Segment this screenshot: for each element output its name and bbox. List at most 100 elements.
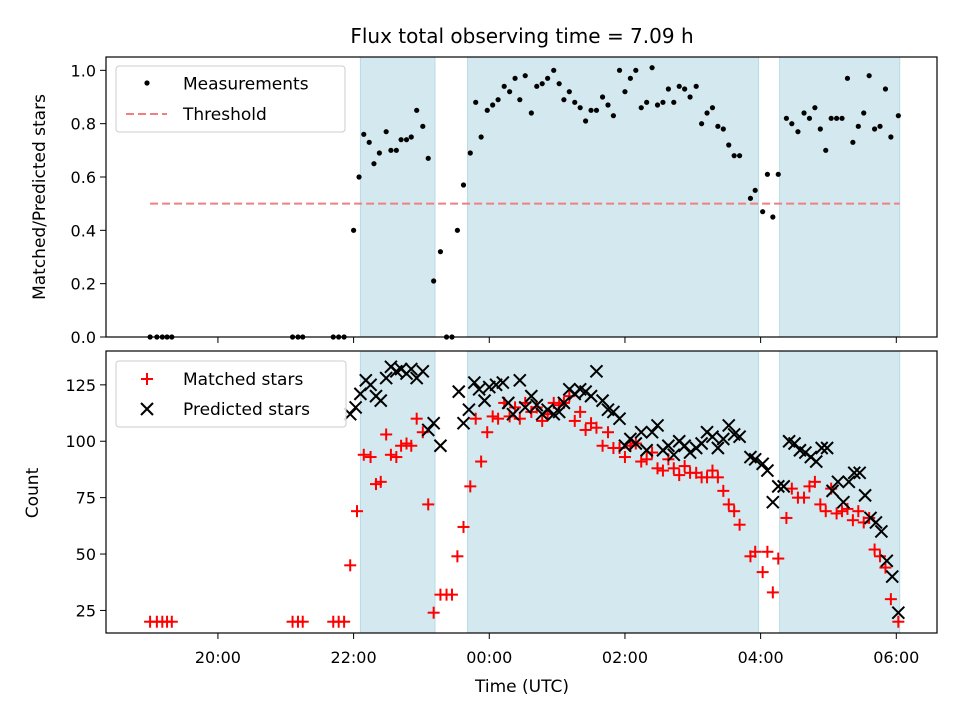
predicted-star-point xyxy=(612,411,627,426)
measurement-point xyxy=(484,107,490,113)
x-tick-label: 06:00 xyxy=(873,648,919,667)
measurement-point xyxy=(454,227,460,233)
predicted-star-point xyxy=(452,384,466,399)
shaded-interval xyxy=(359,350,436,634)
count-legend: Matched stars Predicted stars xyxy=(115,360,347,428)
legend-matched-label: Matched stars xyxy=(183,370,303,390)
predicted-star-point xyxy=(869,515,883,530)
matched-star-point xyxy=(618,451,631,464)
measurement-point xyxy=(783,115,790,121)
matched-star-point xyxy=(836,505,849,518)
measurement-point xyxy=(888,134,894,140)
measurement-point xyxy=(371,161,377,167)
shaded-interval xyxy=(779,56,901,338)
predicted-star-point xyxy=(416,364,430,379)
shaded-interval xyxy=(359,56,436,338)
measurement-point xyxy=(828,115,834,121)
matched-star-point xyxy=(579,423,592,436)
ratio-panel-x-ticks xyxy=(217,337,897,343)
x-tick-label: 20:00 xyxy=(195,648,241,667)
measurement-point xyxy=(731,153,737,159)
matched-star-point xyxy=(395,439,408,452)
measurement-point xyxy=(895,113,901,119)
count-panel-y-axis: 25 50 75 100 125 xyxy=(65,376,106,620)
measurement-point xyxy=(839,115,845,121)
matched-star-point xyxy=(711,471,724,484)
legend-threshold-label: Threshold xyxy=(182,105,267,125)
measurement-point xyxy=(699,121,705,127)
measurement-point xyxy=(687,94,693,100)
measurement-point xyxy=(654,102,661,108)
measurement-point xyxy=(507,89,513,95)
matched-star-point xyxy=(574,405,587,418)
y-tick-label: 0.2 xyxy=(71,275,96,294)
measurement-point xyxy=(715,123,721,129)
matched-star-point xyxy=(766,586,779,599)
predicted-star-point xyxy=(518,400,532,415)
measurement-point xyxy=(478,134,484,140)
matched-star-point xyxy=(410,412,423,425)
predicted-star-point xyxy=(589,364,604,379)
matched-star-point xyxy=(475,455,488,468)
predicted-star-point xyxy=(847,466,861,480)
count-panel: 25 50 75 100 125 20:00 22:00 00:00 02:00 04:00 06… xyxy=(23,350,938,697)
matched-star-point xyxy=(756,566,769,579)
measurement-point xyxy=(817,126,823,132)
predicted-star-point xyxy=(755,457,770,471)
matched-star-point xyxy=(380,428,393,441)
matched-star-point xyxy=(830,507,843,520)
measurement-point xyxy=(556,81,562,87)
measurement-point xyxy=(834,115,840,121)
measurement-point xyxy=(393,147,399,153)
matched-stars-series xyxy=(144,390,905,628)
matched-star-point xyxy=(427,606,440,619)
measurement-point xyxy=(361,131,367,137)
matched-star-point xyxy=(706,464,719,477)
predicted-star-point xyxy=(858,488,872,503)
matched-star-point xyxy=(868,543,881,556)
measurement-point xyxy=(789,121,795,127)
predicted-star-point xyxy=(634,425,648,439)
matched-star-point xyxy=(772,552,785,565)
predicted-star-point xyxy=(496,375,510,390)
matched-star-point xyxy=(513,412,526,425)
x-tick-label: 22:00 xyxy=(331,648,377,667)
shaded-interval xyxy=(467,350,760,634)
matched-star-point xyxy=(656,464,669,477)
shaded-interval xyxy=(467,56,760,338)
measurement-point xyxy=(376,150,382,156)
matched-star-point xyxy=(728,505,741,518)
matched-star-point xyxy=(601,426,614,439)
predicted-star-point xyxy=(776,479,791,494)
measurements-legend-marker xyxy=(144,80,150,86)
measurement-point xyxy=(760,209,766,215)
matched-star-point xyxy=(384,448,397,461)
measurement-point xyxy=(517,97,523,103)
measurement-point xyxy=(855,123,861,129)
ratio-panel-ylabel: Matched/Predicted stars xyxy=(30,94,50,300)
predicted-star-point xyxy=(880,554,894,568)
measurement-point xyxy=(665,86,671,92)
shaded-interval xyxy=(779,350,901,634)
predicted-star-point xyxy=(814,441,829,455)
matched-star-point xyxy=(651,462,664,475)
measurement-point xyxy=(420,123,426,129)
measurements-series xyxy=(147,65,901,340)
matched-star-point xyxy=(530,401,543,414)
measurement-point xyxy=(467,150,473,156)
measurement-point xyxy=(572,99,578,105)
matched-star-point xyxy=(481,426,494,439)
chart-title: Flux total observing time = 7.09 h xyxy=(350,24,693,48)
measurement-point xyxy=(795,129,801,135)
count-legend-box xyxy=(115,360,347,428)
y-tick-label: 25 xyxy=(76,601,96,620)
measurement-point xyxy=(351,227,357,233)
measurement-point xyxy=(610,113,617,119)
predicted-star-point xyxy=(760,463,775,478)
measurement-point xyxy=(638,105,644,111)
predicted-star-point xyxy=(748,452,762,466)
matched-star-point xyxy=(749,545,762,558)
measurement-point xyxy=(599,94,606,100)
matched-star-point xyxy=(422,498,435,511)
y-tick-label: 125 xyxy=(65,376,96,395)
